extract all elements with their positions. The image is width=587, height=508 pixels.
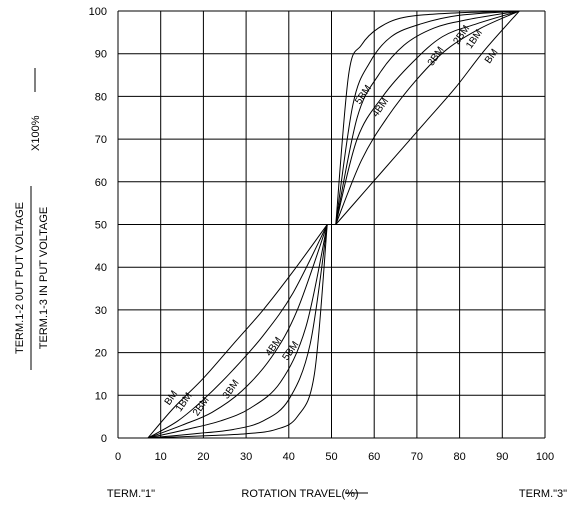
y-tick-label: 30 (95, 305, 107, 317)
y-tick-label: 60 (95, 177, 107, 189)
y-tick-label: 90 (95, 49, 107, 61)
x-tick-label: 80 (453, 451, 465, 463)
y-tick-label: 80 (95, 91, 107, 103)
series-line-bm-upper (335, 10, 520, 225)
y-tick-label: 10 (95, 390, 107, 402)
x-tick-label: 10 (155, 451, 167, 463)
grid (117, 10, 546, 439)
x-tick-label: 40 (283, 451, 295, 463)
y-label-factor: X100% (30, 115, 42, 151)
series-line-1bm-upper (335, 10, 520, 225)
series-line-2bm-lower (147, 224, 328, 439)
series-label-bm-upper: BM (483, 47, 501, 66)
series-line-4bm-upper (335, 10, 520, 225)
series-line-3bm-lower (147, 224, 328, 439)
series-line-2bm-upper (335, 10, 520, 225)
y-tick-label: 50 (95, 220, 107, 232)
x-axis-label: ROTATION TRAVEL(%) (241, 488, 358, 500)
series-label-3bm-lower: 3BM (221, 378, 242, 401)
x-tick-label: 20 (197, 451, 209, 463)
series-line-bm-lower (147, 224, 328, 439)
x-tick-label: 70 (411, 451, 423, 463)
right-terminal-label: TERM."3" (519, 488, 567, 500)
series-label-5bm-lower: 5BM (281, 340, 302, 363)
tick-labels: 0 10 20 30 40 50 60 70 80 90 100 0 10 20 30 40 50 60 70 80 9… (89, 6, 555, 463)
curves (147, 10, 520, 439)
x-tick-label: 60 (368, 451, 380, 463)
y-tick-label: 0 (101, 433, 107, 445)
x-tick-label: 30 (240, 451, 252, 463)
series-line-3bm-upper (335, 10, 520, 225)
y-tick-label: 40 (95, 262, 107, 274)
left-terminal-label: TERM."1" (107, 488, 155, 500)
x-tick-label: 90 (496, 451, 508, 463)
y-tick-label: 20 (95, 348, 107, 360)
y-label-denominator: TERM.1-3 IN PUT VOLTAGE (38, 207, 50, 349)
series-line-5bm-upper (335, 10, 520, 225)
x-tick-label: 0 (115, 451, 121, 463)
y-tick-label: 100 (89, 6, 107, 18)
series-line-4bm-lower (147, 224, 328, 439)
series-line-1bm-lower (147, 224, 328, 439)
y-label-numerator: TERM.1-2 0UT PUT VOLTAGE (14, 202, 26, 354)
x-tick-label: 50 (325, 451, 337, 463)
series-label-2bm-lower: 2BM (191, 395, 212, 418)
y-tick-label: 70 (95, 134, 107, 146)
series-line-5bm-lower (147, 224, 328, 439)
x-tick-label: 100 (536, 451, 554, 463)
series-label-3bm-upper: 3BM (426, 45, 447, 68)
